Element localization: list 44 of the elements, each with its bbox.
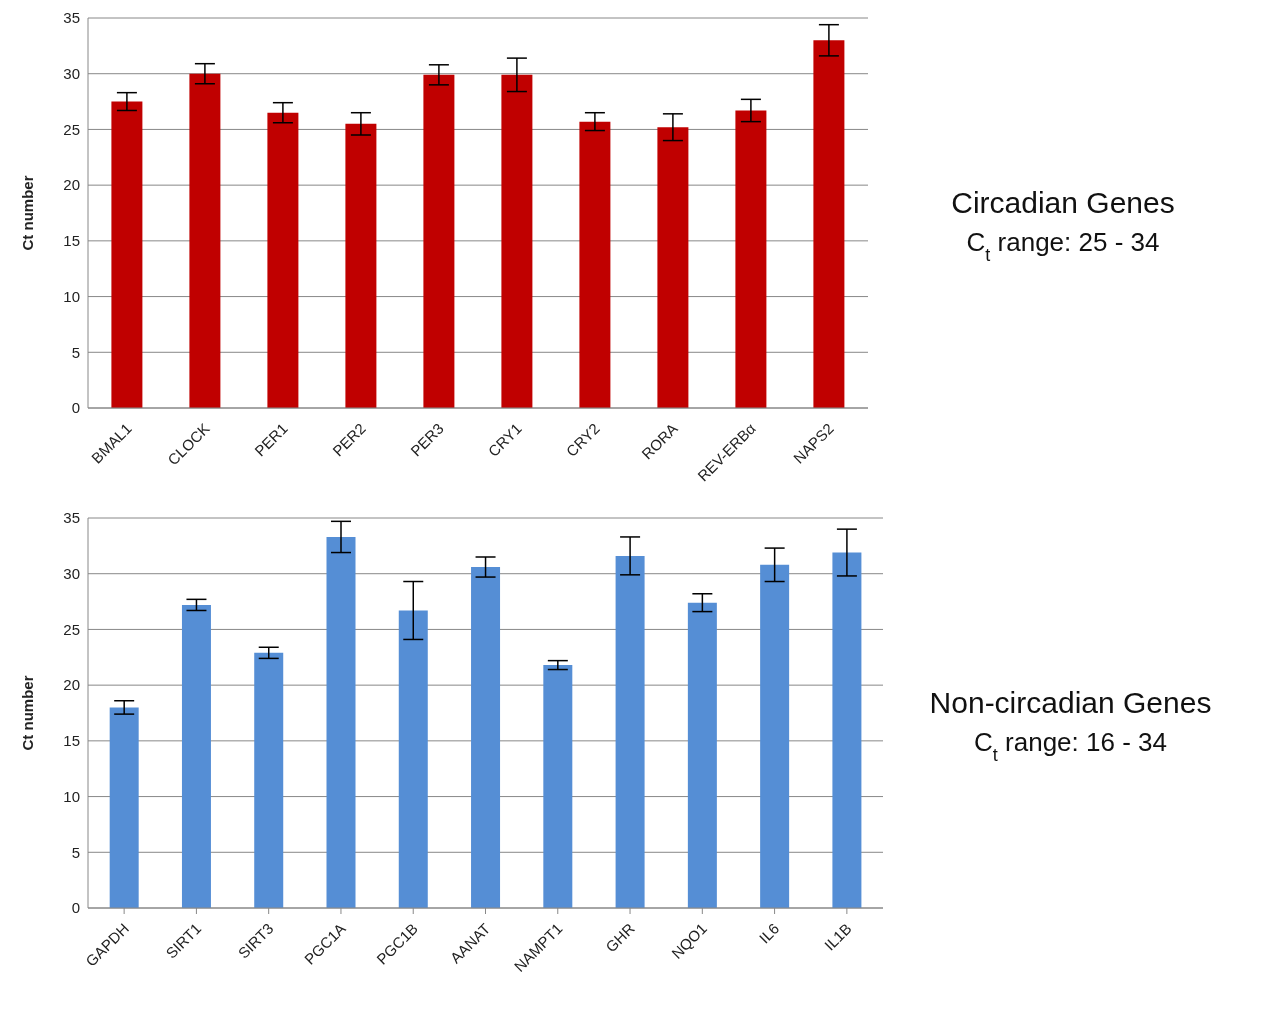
y-tick-label: 20 — [63, 176, 80, 194]
text: Non-circadian Genes — [929, 686, 1212, 719]
y-tick-label: 20 — [63, 676, 80, 694]
y-tick-label: 30 — [63, 65, 80, 83]
bar — [760, 564, 790, 908]
bar — [111, 101, 143, 408]
bar — [657, 127, 689, 408]
bar — [423, 74, 455, 408]
text: C$_{t}$ range: 25 - 34 — [966, 227, 1160, 265]
bar — [109, 707, 139, 908]
y-tick-label: 25 — [63, 120, 80, 138]
y-tick-label: 0 — [71, 899, 80, 917]
bar — [615, 555, 645, 908]
bar — [543, 665, 573, 908]
bar — [687, 602, 717, 908]
bar — [832, 552, 862, 908]
y-axis-title: Ct number — [19, 675, 37, 751]
bar — [398, 610, 428, 908]
bar — [326, 536, 356, 908]
y-tick-label: 35 — [63, 9, 80, 27]
bar — [471, 567, 501, 908]
y-tick-label: 10 — [63, 287, 80, 305]
y-tick-label: 30 — [63, 565, 80, 583]
y-tick-label: 10 — [63, 787, 80, 805]
y-tick-label: 15 — [63, 732, 80, 750]
bar — [254, 652, 284, 908]
bar — [735, 110, 767, 408]
y-tick-label: 0 — [71, 399, 80, 417]
text: Circadian Genes — [951, 186, 1175, 219]
y-tick-label: 5 — [71, 843, 80, 861]
bar — [813, 40, 845, 408]
y-tick-label: 15 — [63, 232, 80, 250]
bar — [501, 74, 533, 408]
bar — [579, 121, 611, 408]
bar — [189, 73, 221, 408]
bar — [267, 112, 299, 408]
y-tick-label: 5 — [71, 343, 80, 361]
bar — [345, 123, 377, 408]
x-tick-label: IL6 — [755, 919, 783, 947]
text: C$_{t}$ range: 16 - 34 — [974, 727, 1167, 765]
y-axis-title: Ct number — [19, 175, 37, 251]
y-tick-label: 25 — [63, 620, 80, 638]
bar — [181, 604, 211, 908]
y-tick-label: 35 — [63, 509, 80, 527]
